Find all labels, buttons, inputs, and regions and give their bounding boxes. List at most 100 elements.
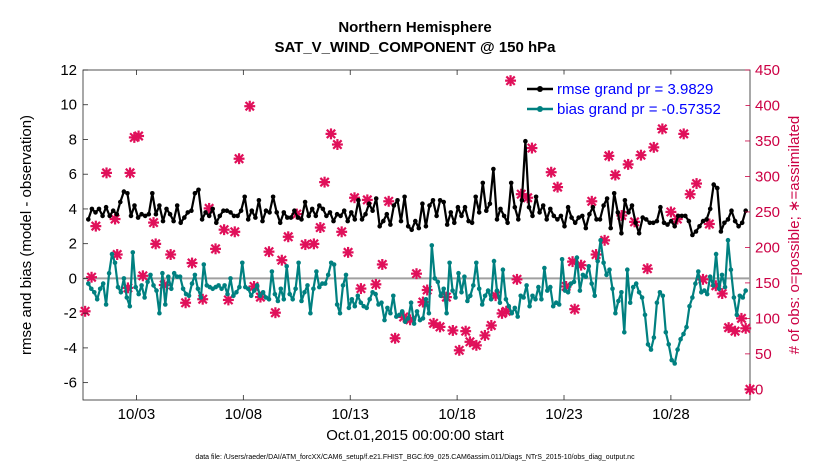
bias-point — [465, 298, 470, 304]
rmse-point — [157, 203, 162, 208]
rmse-point — [100, 213, 105, 219]
rmse-point — [444, 222, 450, 227]
rmse-point — [711, 182, 716, 187]
bias-point — [177, 274, 183, 280]
rmse-point — [356, 198, 361, 203]
rmse-point — [729, 208, 734, 213]
bias-point — [154, 288, 159, 293]
bias-point — [124, 295, 130, 300]
rmse-point — [338, 213, 343, 219]
bias-point — [497, 300, 503, 306]
rmse-point — [494, 217, 500, 222]
rmse-point — [469, 220, 475, 226]
rmse-point — [345, 218, 351, 224]
bias-point — [115, 284, 121, 290]
y-left-tick-label: 12 — [60, 62, 77, 79]
obs-assimilated-point — [355, 283, 367, 295]
rmse-point — [377, 224, 383, 229]
rmse-point — [640, 215, 645, 220]
rmse-point — [150, 191, 155, 196]
bias-point — [237, 284, 242, 290]
bias-point — [225, 291, 230, 297]
bias-point — [157, 310, 162, 316]
rmse-point — [132, 203, 137, 208]
y-left-tick-label: 6 — [69, 166, 77, 183]
rmse-point — [587, 211, 592, 217]
bias-point — [690, 295, 695, 300]
rmse-point — [434, 213, 439, 219]
rmse-point — [217, 213, 223, 219]
bias-point — [364, 305, 370, 311]
bias-point — [127, 303, 133, 309]
rmse-point — [398, 218, 404, 224]
bias-point — [702, 288, 707, 293]
rmse-point — [114, 211, 120, 217]
bias-point — [713, 251, 719, 257]
rmse-point — [739, 220, 745, 226]
obs-assimilated-point — [308, 238, 320, 250]
rmse-point — [448, 210, 454, 215]
bias-point — [426, 310, 432, 316]
chart-subtitle: SAT_V_WIND_COMPONENT @ 150 hPa — [274, 39, 556, 56]
obs-assimilated-point — [485, 320, 497, 331]
bias-point — [550, 303, 556, 309]
obs-assimilated-point — [505, 75, 517, 87]
bias-point — [545, 288, 550, 293]
rmse-point — [526, 204, 532, 210]
bias-point — [731, 295, 737, 300]
rmse-point — [441, 199, 447, 205]
rmse-point — [384, 211, 390, 217]
bias-point — [257, 293, 263, 299]
rmse-point — [491, 166, 496, 172]
rmse-point — [256, 198, 262, 203]
rmse-point — [707, 206, 713, 212]
obs-assimilated-point — [244, 100, 256, 112]
bias-point — [639, 295, 645, 300]
bias-point — [438, 293, 444, 299]
bias-point — [696, 269, 701, 274]
bias-point — [278, 286, 284, 292]
bias-point — [222, 283, 227, 288]
rmse-point — [334, 211, 340, 217]
obs-assimilated-point — [148, 217, 160, 229]
bias-point — [305, 283, 310, 288]
obs-assimilated-point — [434, 321, 446, 333]
rmse-point — [697, 224, 702, 229]
bias-point — [672, 361, 677, 366]
bias-point — [171, 270, 177, 276]
obs-assimilated-point — [684, 188, 696, 200]
bias-point — [610, 286, 615, 292]
obs-assimilated-point — [383, 195, 395, 207]
bias-point — [86, 281, 91, 286]
bias-point — [616, 298, 621, 304]
rmse-point — [203, 210, 208, 215]
bias-point — [163, 302, 168, 307]
rmse-point — [484, 208, 489, 213]
rmse-point — [253, 215, 258, 220]
bias-point — [399, 309, 405, 314]
rmse-point — [604, 196, 610, 201]
rmse-point — [409, 227, 415, 233]
y-left-tick-label: 10 — [60, 97, 77, 114]
bias-point — [453, 295, 458, 300]
rmse-point — [118, 199, 123, 205]
bias-point — [272, 291, 278, 297]
rmse-point — [125, 191, 130, 196]
rmse-point — [320, 206, 326, 212]
rmse-point — [423, 224, 429, 229]
rmse-point — [700, 218, 706, 224]
bias-point — [734, 312, 740, 318]
rmse-point — [164, 206, 169, 212]
bias-point — [234, 290, 239, 295]
rmse-point — [327, 210, 333, 215]
rmse-point — [231, 213, 237, 219]
obs-assimilated-point — [622, 158, 634, 170]
bias-point — [663, 330, 669, 335]
bias-point — [654, 300, 660, 306]
rmse-point — [89, 206, 95, 212]
obs-assimilated-point — [342, 246, 354, 258]
obs-assimilated-point — [569, 303, 581, 315]
bias-point — [444, 310, 449, 316]
y-right-tick-label: 400 — [755, 97, 780, 114]
rmse-point — [672, 224, 677, 229]
